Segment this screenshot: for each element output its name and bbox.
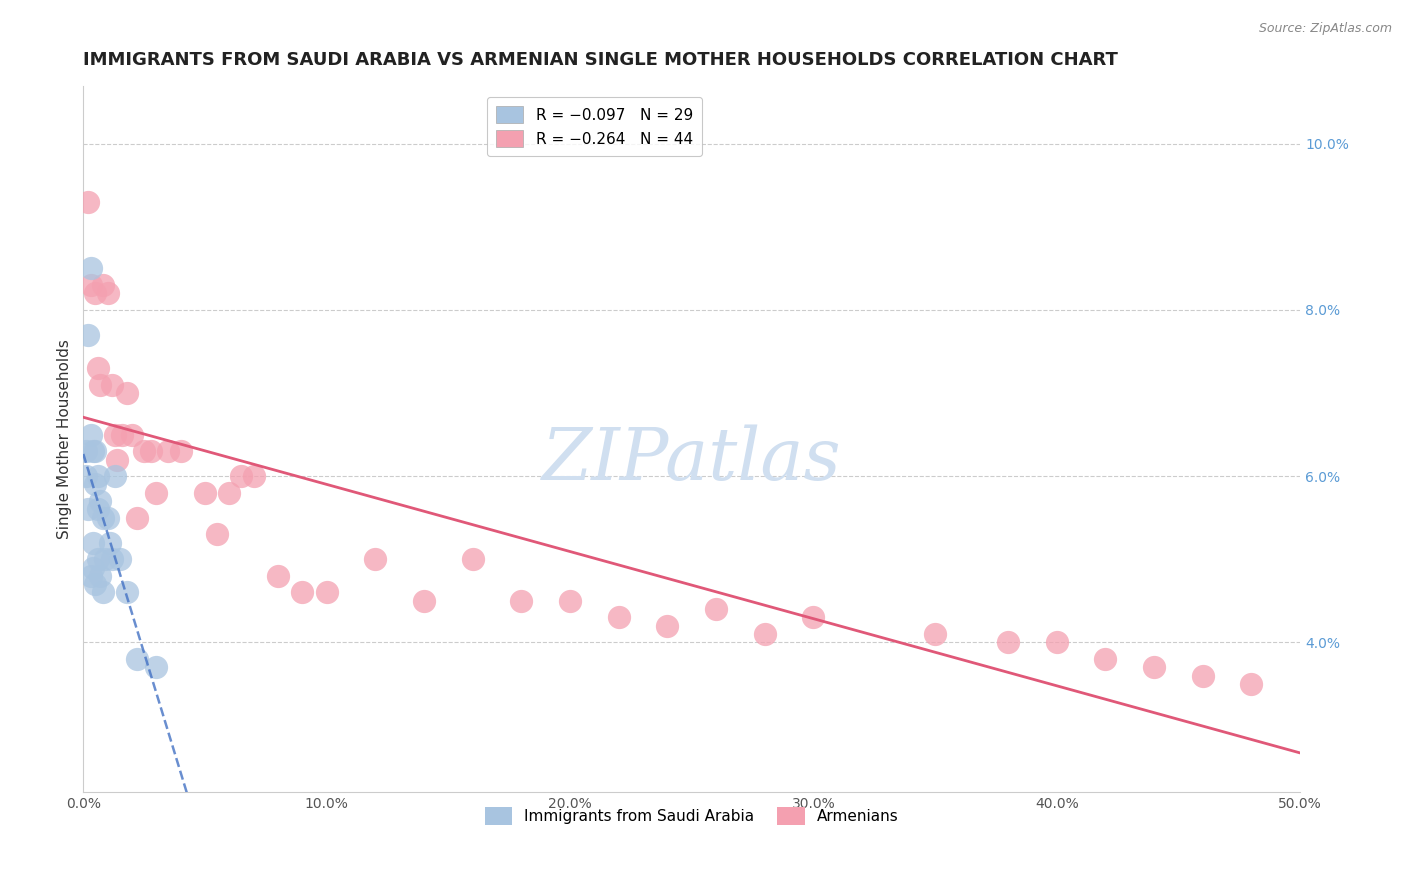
Point: [125, 652, 148, 666]
Point: [1240, 677, 1263, 691]
Point: [169, 444, 191, 458]
Point: [121, 427, 143, 442]
Point: [607, 610, 630, 624]
Point: [87, 469, 110, 483]
Point: [754, 627, 776, 641]
Point: [1143, 660, 1166, 674]
Point: [115, 386, 138, 401]
Point: [141, 444, 163, 458]
Point: [104, 469, 127, 483]
Point: [97, 286, 120, 301]
Point: [657, 618, 679, 632]
Point: [801, 610, 824, 624]
Point: [82, 560, 104, 574]
Point: [91, 277, 114, 292]
Point: [89, 377, 111, 392]
Point: [1191, 668, 1213, 682]
Point: [242, 469, 264, 483]
Point: [84, 286, 107, 301]
Point: [1046, 635, 1069, 649]
Point: [104, 427, 127, 442]
Point: [413, 594, 436, 608]
Point: [91, 510, 114, 524]
Point: [82, 535, 104, 549]
Point: [291, 585, 314, 599]
Point: [194, 485, 217, 500]
Y-axis label: Single Mother Households: Single Mother Households: [58, 339, 72, 539]
Point: [924, 627, 946, 641]
Point: [77, 327, 100, 342]
Point: [91, 585, 114, 599]
Point: [77, 502, 100, 516]
Point: [231, 469, 253, 483]
Point: [205, 527, 228, 541]
Point: [75, 469, 97, 483]
Text: Source: ZipAtlas.com: Source: ZipAtlas.com: [1258, 22, 1392, 36]
Point: [364, 552, 387, 566]
Point: [101, 552, 124, 566]
Point: [108, 552, 131, 566]
Point: [75, 444, 97, 458]
Point: [79, 277, 101, 292]
Point: [704, 602, 727, 616]
Point: [79, 261, 101, 276]
Point: [98, 535, 121, 549]
Point: [558, 594, 581, 608]
Text: IMMIGRANTS FROM SAUDI ARABIA VS ARMENIAN SINGLE MOTHER HOUSEHOLDS CORRELATION CH: IMMIGRANTS FROM SAUDI ARABIA VS ARMENIAN…: [83, 51, 1118, 69]
Point: [77, 194, 100, 209]
Point: [997, 635, 1019, 649]
Point: [105, 452, 128, 467]
Point: [510, 594, 533, 608]
Point: [134, 444, 156, 458]
Point: [84, 477, 107, 491]
Point: [89, 569, 111, 583]
Point: [87, 552, 110, 566]
Point: [79, 569, 101, 583]
Point: [89, 494, 111, 508]
Point: [87, 361, 110, 376]
Point: [157, 444, 180, 458]
Point: [315, 585, 337, 599]
Point: [115, 585, 138, 599]
Point: [125, 510, 148, 524]
Point: [267, 569, 290, 583]
Point: [79, 427, 101, 442]
Point: [97, 510, 120, 524]
Point: [101, 377, 124, 392]
Text: ZIPatlas: ZIPatlas: [541, 425, 842, 495]
Legend: Immigrants from Saudi Arabia, Armenians: Immigrants from Saudi Arabia, Armenians: [475, 797, 908, 834]
Point: [218, 485, 240, 500]
Point: [87, 502, 110, 516]
Point: [82, 444, 104, 458]
Point: [145, 485, 167, 500]
Point: [145, 660, 167, 674]
Point: [1094, 652, 1116, 666]
Point: [84, 577, 107, 591]
Point: [111, 427, 134, 442]
Point: [84, 444, 107, 458]
Point: [461, 552, 484, 566]
Point: [94, 552, 117, 566]
